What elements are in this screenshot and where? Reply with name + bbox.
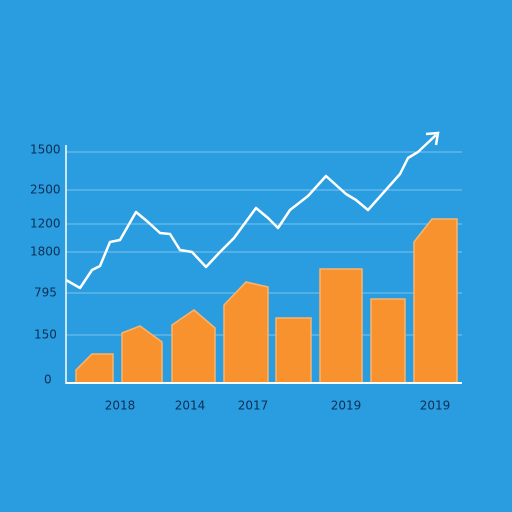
x-label: 2014: [175, 399, 206, 413]
x-labels: 2018 2014 2017 2019 2019: [105, 399, 451, 413]
y-labels: 1500 2500 1200 1800 795 150 0: [30, 143, 61, 387]
trend-arrow: [425, 131, 440, 146]
y-label: 2500: [30, 183, 61, 197]
bar: [121, 325, 163, 384]
x-label: 2019: [420, 399, 451, 413]
bar: [275, 317, 312, 384]
bar: [75, 353, 114, 384]
x-label: 2017: [238, 399, 269, 413]
trend-line: [65, 134, 437, 290]
y-label: 795: [34, 286, 57, 300]
bar: [171, 309, 216, 384]
x-label: 2019: [331, 399, 362, 413]
y-label: 1800: [30, 245, 61, 259]
y-label: 150: [34, 328, 57, 342]
bar: [223, 281, 269, 384]
y-label: 1200: [30, 217, 61, 231]
x-label: 2018: [105, 399, 136, 413]
bar: [413, 218, 458, 384]
y-label: 1500: [30, 143, 61, 157]
y-label: 0: [44, 373, 52, 387]
bar: [319, 268, 363, 384]
bar: [370, 298, 406, 384]
